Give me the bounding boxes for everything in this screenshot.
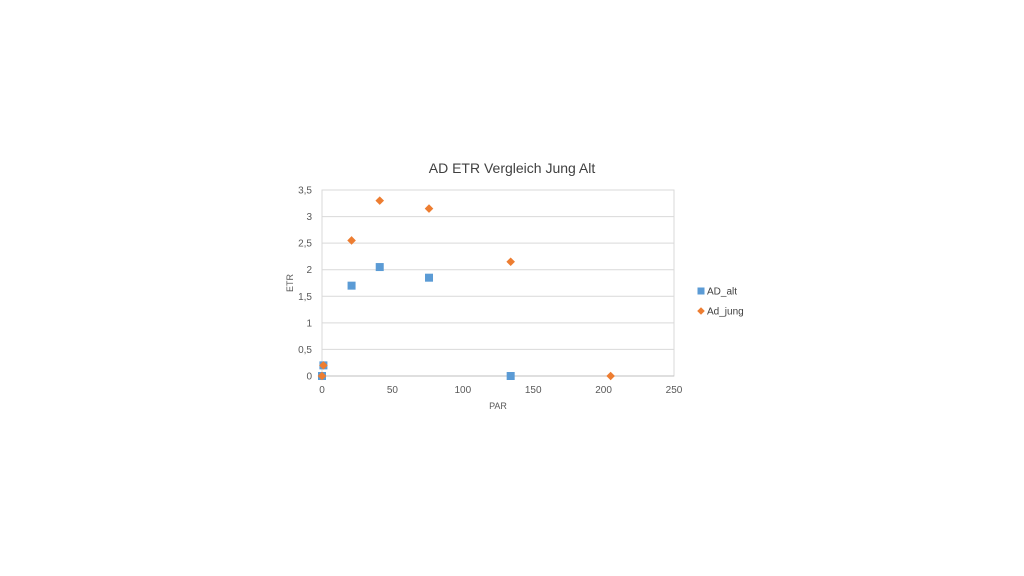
x-tick-label: 250 xyxy=(666,385,683,396)
y-axis-ticks: 0 0,5 1 1,5 2 2,5 3 3,5 xyxy=(298,186,312,383)
y-tick-label: 1 xyxy=(306,318,312,329)
data-point xyxy=(317,371,327,381)
data-points xyxy=(317,196,615,381)
gridlines xyxy=(322,189,674,377)
data-point xyxy=(506,372,515,380)
data-point xyxy=(425,273,434,282)
data-point xyxy=(424,204,434,213)
series-AD_alt xyxy=(318,263,515,380)
y-tick-label: 3 xyxy=(306,212,312,223)
x-tick-label: 0 xyxy=(319,385,325,396)
y-tick-label: 2 xyxy=(306,265,312,276)
data-point xyxy=(319,361,328,370)
y-tick-label: 0 xyxy=(306,372,312,383)
y-tick-label: 2,5 xyxy=(298,239,312,250)
x-tick-label: 200 xyxy=(595,385,612,396)
data-point xyxy=(506,257,515,267)
y-tick-label: 3,5 xyxy=(298,186,312,197)
data-point xyxy=(347,281,356,290)
legend: AD_alt Ad_jung xyxy=(697,287,744,318)
x-tick-label: 150 xyxy=(525,385,542,396)
x-axis-ticks: 0 50 100 150 200 250 xyxy=(319,385,683,396)
data-point xyxy=(347,236,356,245)
series-Ad_jung xyxy=(317,196,615,381)
data-point xyxy=(606,371,615,381)
legend-marker xyxy=(697,307,705,315)
x-tick-label: 100 xyxy=(454,385,471,396)
data-point xyxy=(375,196,385,205)
x-tick-label: 50 xyxy=(387,385,399,396)
x-axis-label: PAR xyxy=(489,401,507,411)
plot-border xyxy=(321,189,675,377)
legend-marker xyxy=(697,287,705,295)
y-tick-label: 1,5 xyxy=(298,292,312,303)
legend-label: Ad_jung xyxy=(707,307,744,318)
plot-frame xyxy=(321,189,675,377)
y-axis-label: ETR xyxy=(285,273,295,292)
legend-label: AD_alt xyxy=(707,287,737,298)
data-point xyxy=(375,263,384,272)
chart-title: AD ETR Vergleich Jung Alt xyxy=(429,160,596,176)
y-tick-label: 0,5 xyxy=(298,345,312,356)
